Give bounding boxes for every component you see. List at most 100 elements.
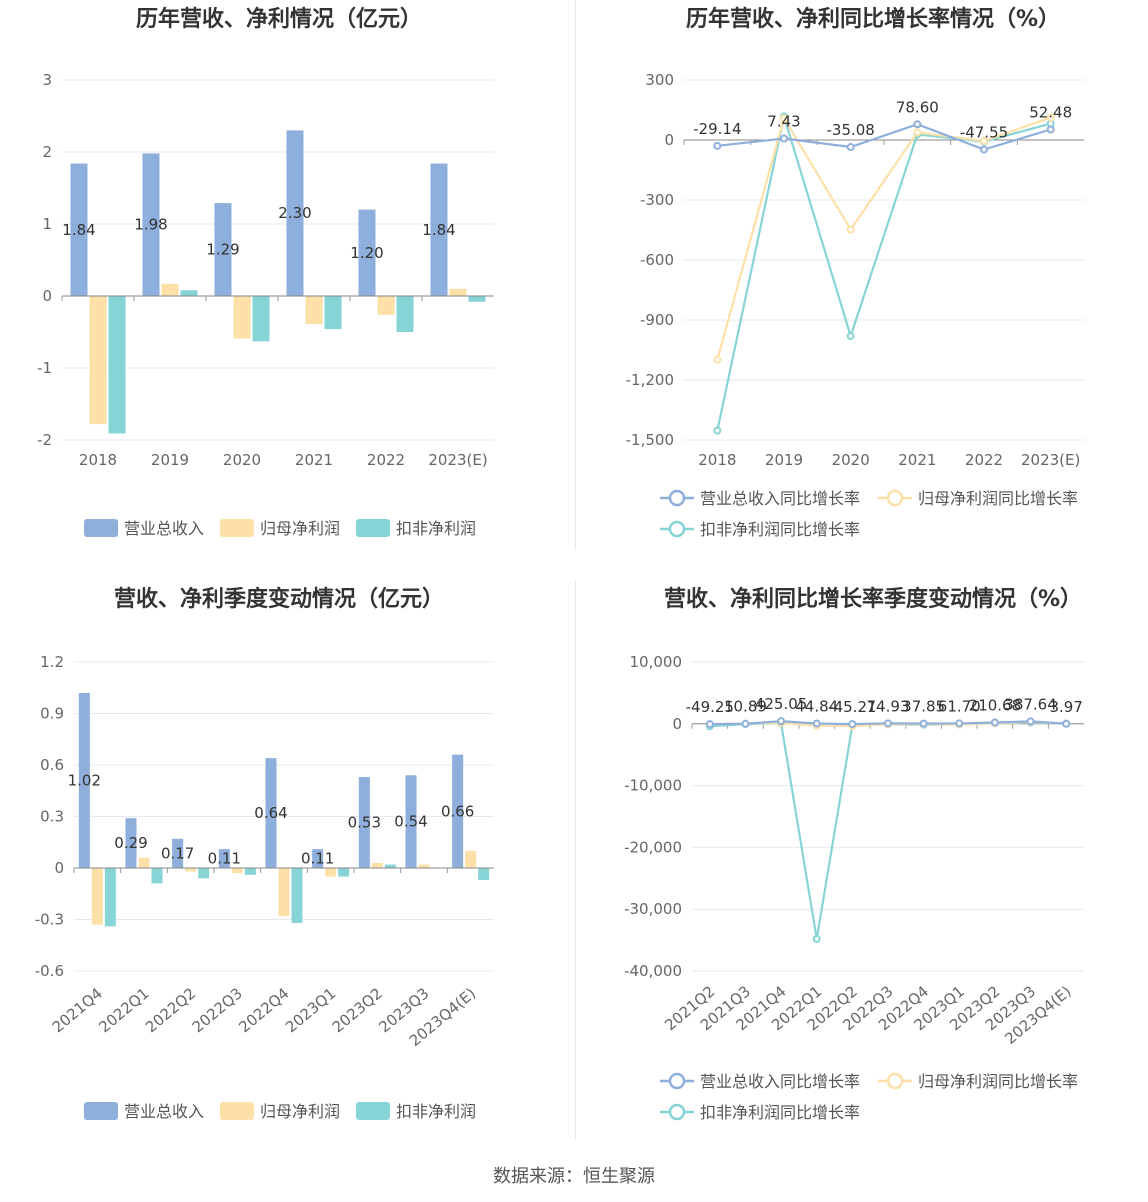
data-source-footer: 数据来源：恒生聚源 [493, 1166, 655, 1187]
y-tick-label: 0.9 [40, 705, 64, 723]
bar-deducted-profit [252, 296, 270, 342]
bar-revenue [125, 818, 137, 868]
legend-marker [668, 1103, 686, 1121]
bar-parent-profit [185, 868, 197, 872]
bar-revenue [358, 777, 370, 868]
series-point [848, 720, 857, 729]
x-tick-label: 2021Q4 [49, 984, 106, 1036]
data-label: -49.25 [686, 698, 734, 716]
y-tick-label: 0 [42, 287, 52, 305]
series-point [713, 355, 722, 364]
series-point [1046, 125, 1055, 134]
legend-label: 归母净利润同比增长率 [918, 489, 1078, 508]
data-label: 0.53 [348, 814, 381, 832]
series-line [717, 123, 1051, 151]
bar-revenue [430, 163, 448, 296]
data-label: 0.66 [441, 802, 474, 820]
annual-growth-rate-chart: 历年营收、净利同比增长率情况（%） -1,500 -1,200 -900 -600 -30… [578, 0, 1148, 560]
x-tick-label: 2018 [698, 451, 736, 469]
y-tick-label: -300 [640, 191, 674, 209]
data-label: -47.55 [960, 124, 1008, 142]
legend-label: 扣非净利润同比增长率 [700, 520, 860, 539]
x-tick-label: 2022Q4 [235, 984, 292, 1036]
series-point [955, 719, 964, 728]
data-label: 0.17 [161, 844, 194, 862]
y-tick-label: -0.6 [35, 962, 64, 980]
bar-revenue [172, 838, 184, 868]
data-label: 2.30 [278, 204, 311, 222]
legend-swatch [84, 1102, 118, 1120]
y-tick-label: -10,000 [624, 777, 682, 795]
bar-deducted-profit [104, 868, 116, 927]
chart-svg: 营收、净利同比增长率季度变动情况（%） -40,000 -30,000 -20,000… [624, 586, 1084, 1122]
bar-deducted-profit [151, 868, 163, 884]
data-label: 1.02 [68, 771, 101, 789]
bar-parent-profit [233, 296, 251, 339]
x-tick-label: 2023(E) [1021, 451, 1080, 469]
series-point [1026, 717, 1035, 726]
series-point [913, 128, 922, 137]
data-label: 78.60 [896, 98, 939, 116]
data-label: 61.70 [938, 697, 981, 715]
legend-label: 归母净利润同比增长率 [918, 1072, 1078, 1091]
data-label: 1.20 [350, 244, 383, 262]
series-point [884, 719, 892, 728]
y-tick-label: -30,000 [624, 900, 682, 918]
legend-swatch [356, 1102, 390, 1120]
data-label: 10.89 [724, 698, 767, 716]
x-tick-label: 2022Q2 [142, 984, 199, 1036]
annual-revenue-profit-chart: 历年营收、净利情况（亿元） -2 -1 0 1 2 3 1.84 2018 1.98 2019 1.2… [0, 0, 574, 560]
y-tick-label: 3 [42, 71, 52, 89]
x-tick-label: 2019 [151, 451, 189, 469]
series-line [709, 721, 1067, 940]
y-tick-label: -20,000 [624, 838, 682, 856]
y-tick-label: 0 [54, 859, 64, 877]
x-tick-label: 2023Q1 [282, 984, 339, 1036]
data-label: 387.64 [1004, 695, 1057, 713]
bar-deducted-profit [108, 296, 126, 434]
y-tick-label: -900 [640, 311, 674, 329]
bar-revenue [142, 153, 160, 296]
series-point [846, 332, 855, 340]
series-point [846, 225, 855, 234]
bar-parent-profit [231, 868, 243, 874]
bar-revenue [405, 775, 417, 868]
series-point [980, 137, 988, 145]
y-tick-label: -40,000 [624, 962, 682, 980]
y-tick-label: 1.2 [40, 653, 64, 671]
data-label: 0.11 [208, 850, 241, 868]
vertical-divider-lower [575, 580, 576, 1140]
y-tick-label: -600 [640, 251, 674, 269]
bar-parent-profit [89, 296, 107, 425]
bar-parent-profit [465, 850, 477, 868]
legend-marker [668, 1072, 686, 1090]
legend-label: 营业总收入 [124, 519, 204, 538]
data-label: -29.14 [693, 120, 741, 138]
y-tick-label: -1,500 [626, 431, 674, 449]
legend-label: 营业总收入 [124, 1102, 204, 1121]
y-tick-label: 300 [645, 71, 674, 89]
bar-deducted-profit [291, 868, 303, 923]
legend-marker [886, 1072, 904, 1090]
bar-revenue [265, 758, 277, 868]
data-label: 52.48 [1029, 104, 1072, 122]
series-point [741, 719, 750, 728]
data-label: 7.43 [767, 113, 800, 131]
series-point [780, 114, 788, 123]
y-tick-label: 0.6 [40, 756, 64, 774]
y-tick-label: 10,000 [630, 653, 683, 671]
x-tick-label: 2023Q2 [329, 984, 386, 1036]
legend-marker [668, 489, 686, 507]
series-point [1062, 719, 1071, 728]
data-label: 0.54 [394, 813, 427, 831]
x-tick-label: 2020 [832, 451, 870, 469]
bar-parent-profit [325, 868, 337, 877]
bar-revenue [312, 849, 324, 868]
x-tick-label: 2018 [79, 451, 117, 469]
vertical-divider [575, 0, 576, 550]
chart-title: 历年营收、净利情况（亿元） [136, 6, 422, 32]
legend-swatch [220, 1102, 254, 1120]
bar-parent-profit [449, 288, 467, 296]
series-point [990, 718, 999, 727]
bar-deducted-profit [198, 868, 210, 879]
